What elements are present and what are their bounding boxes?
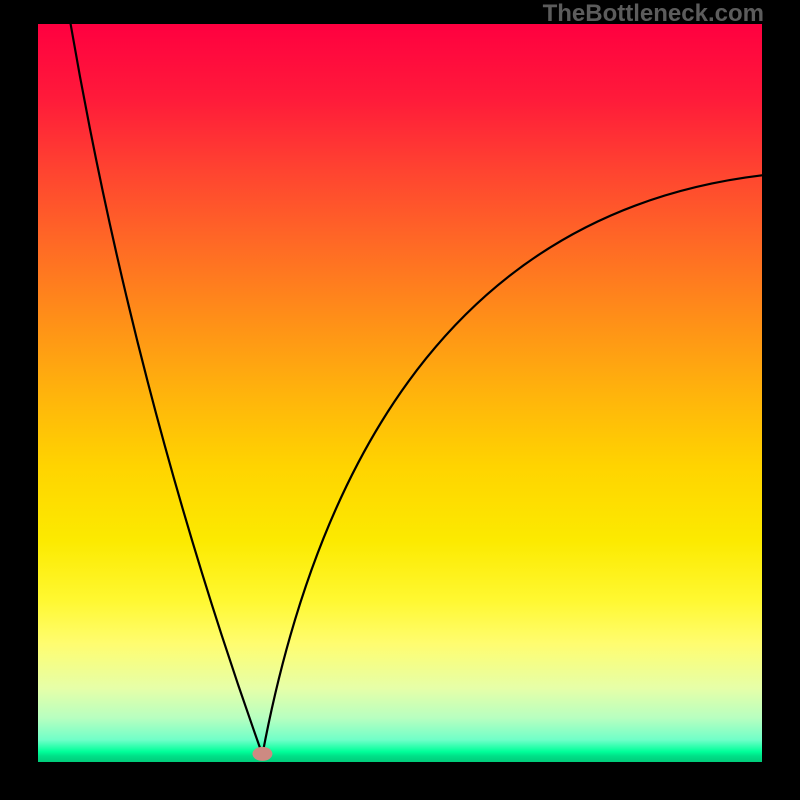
chart-svg (0, 0, 800, 800)
watermark-text: TheBottleneck.com (543, 0, 764, 28)
chart-frame: TheBottleneck.com (0, 0, 800, 800)
optimum-marker (252, 747, 272, 761)
